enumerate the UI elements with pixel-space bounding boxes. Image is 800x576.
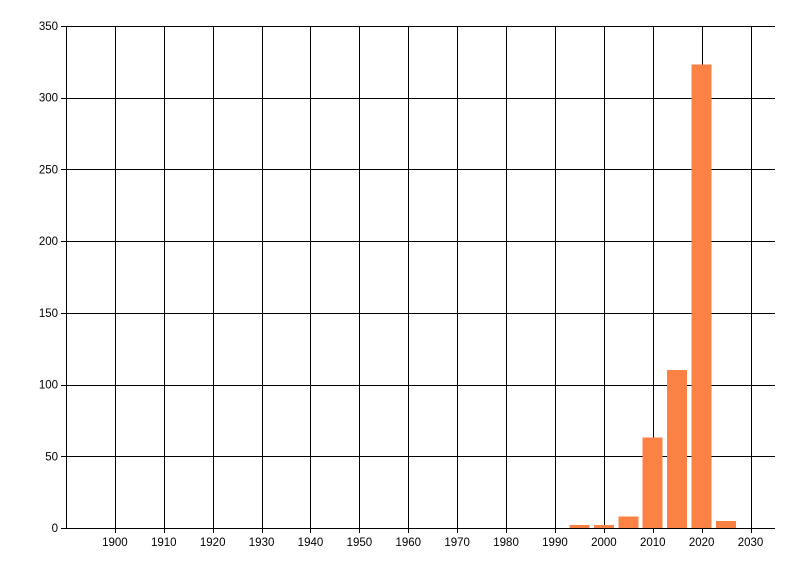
- x-tick-label: 1930: [249, 537, 275, 549]
- bar: [691, 64, 712, 528]
- y-tick-label: 250: [39, 164, 58, 176]
- x-tick-label: 1980: [493, 537, 519, 549]
- bar: [642, 437, 663, 528]
- x-tick-label: 2020: [689, 537, 715, 549]
- y-tick-label: 300: [39, 93, 58, 105]
- y-tick-label: 200: [39, 236, 58, 248]
- x-tick-label: 1940: [298, 537, 324, 549]
- x-tick-label: 2010: [640, 537, 666, 549]
- x-tick-label: 2030: [738, 537, 764, 549]
- y-tick-label: 350: [39, 21, 58, 33]
- x-tick-label: 1960: [395, 537, 421, 549]
- bar: [667, 370, 688, 528]
- y-tick-label: 100: [39, 380, 58, 392]
- x-tick-label: 1920: [200, 537, 226, 549]
- x-tick-label: 1970: [444, 537, 470, 549]
- bar: [593, 525, 614, 528]
- y-tick-label: 0: [52, 523, 58, 535]
- bar: [716, 520, 737, 528]
- x-tick-label: 1900: [102, 537, 128, 549]
- bar: [569, 525, 590, 528]
- x-tick-label: 1910: [151, 537, 177, 549]
- y-tick-label: 50: [45, 451, 58, 463]
- x-tick-label: 1990: [542, 537, 568, 549]
- x-tick-label: 2000: [591, 537, 617, 549]
- x-tick-label: 1950: [347, 537, 373, 549]
- y-tick-label: 150: [39, 308, 58, 320]
- bar: [618, 516, 639, 528]
